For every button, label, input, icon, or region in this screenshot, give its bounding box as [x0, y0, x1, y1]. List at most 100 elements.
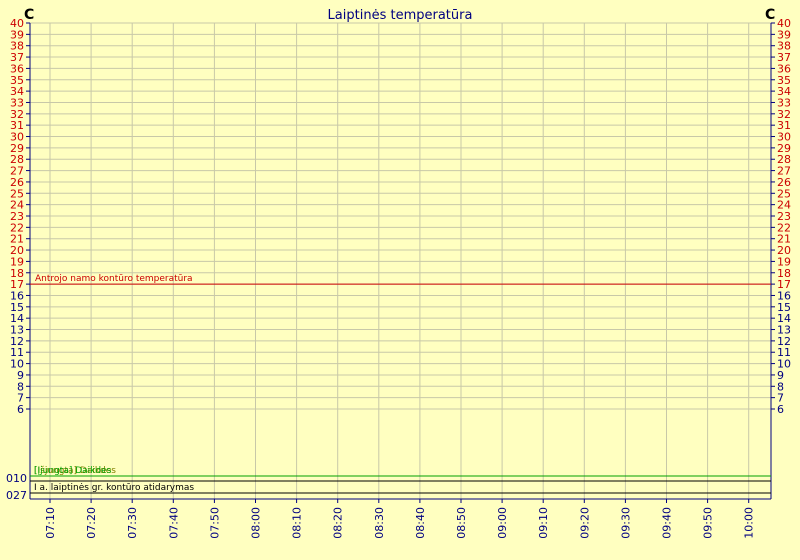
x-tick-label: 09:50	[702, 507, 715, 539]
y-tick-label-left: 22	[10, 221, 24, 234]
band-level-label: 7	[20, 489, 27, 502]
y-tick-label-right: 23	[777, 210, 791, 223]
y-tick-label-left: 35	[10, 74, 24, 87]
y-tick-label-left: 19	[10, 255, 24, 268]
band-level-label: 2	[13, 489, 20, 502]
y-tick-label-right: 25	[777, 187, 791, 200]
x-tick-label: 09:40	[661, 507, 674, 539]
y-tick-label-right: 15	[777, 301, 791, 314]
y-tick-label-right: 24	[777, 199, 791, 212]
y-tick-label-left: 15	[10, 301, 24, 314]
y-tick-label-left: 14	[10, 312, 24, 325]
binary-track-label: [Išjungta] Daikdes	[34, 465, 116, 476]
y-tick-label-left: 39	[10, 28, 24, 41]
x-tick-label: 07:40	[167, 507, 180, 539]
y-tick-label-right: 16	[777, 289, 791, 302]
series-label: Antrojo namo kontūro temperatūra	[35, 274, 193, 284]
y-tick-label-right: 19	[777, 255, 791, 268]
binary-track-label: I a. laiptinės gr. kontūro atidarymas	[34, 483, 194, 493]
x-tick-label: 07:30	[126, 507, 139, 539]
y-tick-label-left: 33	[10, 96, 24, 109]
y-tick-label-right: 28	[777, 153, 791, 166]
y-tick-label-right: 13	[777, 324, 791, 337]
y-tick-label-left: 11	[10, 346, 24, 359]
x-tick-label: 07:20	[85, 507, 98, 539]
y-tick-label-right: 35	[777, 74, 791, 87]
binary-track-label: [Įjungta] Daikdes	[34, 466, 112, 476]
y-tick-label-right: 31	[777, 119, 791, 132]
y-tick-label-right: 20	[777, 244, 791, 257]
y-tick-label-left: 10	[10, 358, 24, 371]
y-tick-label-left: 28	[10, 153, 24, 166]
y-tick-label-left: 20	[10, 244, 24, 257]
y-tick-label-right: 21	[777, 233, 791, 246]
y-tick-label-left: 21	[10, 233, 24, 246]
y-tick-label-right: 11	[777, 346, 791, 359]
y-tick-label-left: 36	[10, 62, 24, 75]
y-tick-label-left: 26	[10, 176, 24, 189]
x-tick-label: 08:10	[291, 507, 304, 539]
x-tick-label: 07:10	[44, 507, 57, 539]
y-tick-label-right: 10	[777, 358, 791, 371]
y-tick-label-right: 26	[777, 176, 791, 189]
x-tick-label: 08:40	[414, 507, 427, 539]
y-tick-label-left: 17	[10, 278, 24, 291]
band-level-label: 0	[6, 489, 13, 502]
x-tick-label: 08:50	[455, 507, 468, 539]
x-tick-label: 10:00	[743, 507, 756, 539]
y-tick-label-left: 8	[17, 380, 24, 393]
unit-right: C	[765, 7, 775, 23]
y-tick-label-left: 7	[17, 392, 24, 405]
y-tick-label-left: 12	[10, 335, 24, 348]
y-tick-label-right: 14	[777, 312, 791, 325]
y-tick-label-left: 9	[17, 369, 24, 382]
y-tick-label-right: 6	[777, 403, 784, 416]
y-tick-label-left: 23	[10, 210, 24, 223]
y-tick-label-right: 17	[777, 278, 791, 291]
y-tick-label-right: 22	[777, 221, 791, 234]
y-tick-label-right: 8	[777, 380, 784, 393]
band-level-label: 1	[13, 472, 20, 485]
band-level-label: 0	[6, 472, 13, 485]
y-tick-label-right: 33	[777, 96, 791, 109]
y-tick-label-right: 9	[777, 369, 784, 382]
y-tick-label-right: 37	[777, 51, 791, 64]
y-tick-label-right: 40	[777, 17, 791, 30]
y-tick-label-right: 38	[777, 40, 791, 53]
x-tick-label: 09:20	[578, 507, 591, 539]
y-tick-label-left: 37	[10, 51, 24, 64]
y-tick-label-left: 18	[10, 267, 24, 280]
y-tick-label-left: 34	[10, 85, 24, 98]
x-tick-label: 09:00	[496, 507, 509, 539]
y-tick-label-right: 7	[777, 392, 784, 405]
y-tick-label-right: 30	[777, 131, 791, 144]
x-tick-label: 09:30	[619, 507, 632, 539]
x-tick-label: 07:50	[208, 507, 221, 539]
y-tick-label-right: 34	[777, 85, 791, 98]
x-tick-label: 08:20	[332, 507, 345, 539]
y-tick-label-left: 40	[10, 17, 24, 30]
x-tick-label: 08:00	[250, 507, 263, 539]
y-tick-label-left: 32	[10, 108, 24, 121]
y-tick-label-left: 13	[10, 324, 24, 337]
x-tick-label: 08:30	[373, 507, 386, 539]
y-tick-label-right: 39	[777, 28, 791, 41]
y-tick-label-left: 6	[17, 403, 24, 416]
y-tick-label-right: 12	[777, 335, 791, 348]
y-tick-label-left: 24	[10, 199, 24, 212]
y-tick-label-left: 38	[10, 40, 24, 53]
y-tick-label-right: 27	[777, 165, 791, 178]
y-tick-label-right: 36	[777, 62, 791, 75]
y-tick-label-left: 31	[10, 119, 24, 132]
y-tick-label-left: 29	[10, 142, 24, 155]
y-tick-label-right: 18	[777, 267, 791, 280]
y-tick-label-right: 32	[777, 108, 791, 121]
unit-left: C	[24, 7, 34, 23]
y-tick-label-right: 29	[777, 142, 791, 155]
chart-title: Laiptinės temperatūra	[328, 8, 473, 23]
x-tick-label: 09:10	[537, 507, 550, 539]
band-level-label: 0	[20, 472, 27, 485]
y-tick-label-left: 30	[10, 131, 24, 144]
